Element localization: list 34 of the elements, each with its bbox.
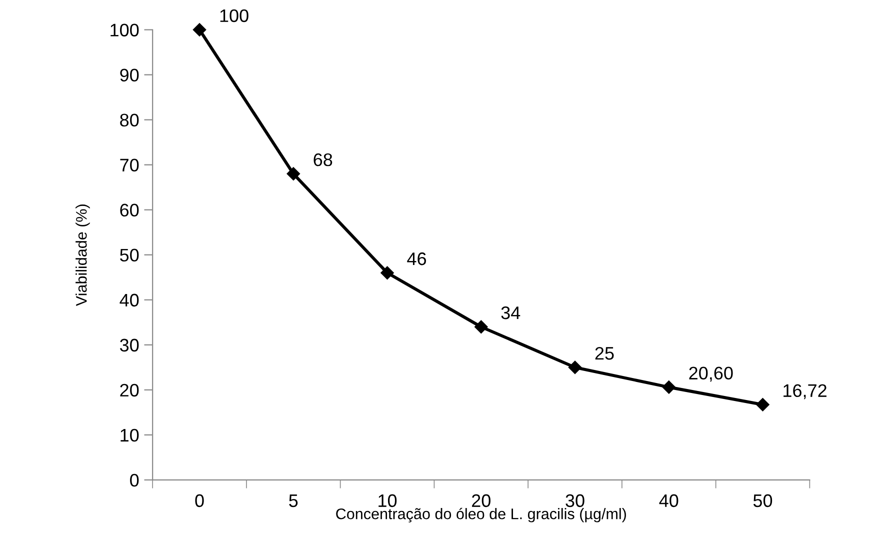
data-label: 46	[407, 252, 426, 266]
y-tick-label: 20	[120, 384, 139, 397]
data-label: 25	[595, 346, 614, 360]
y-tick-label: 70	[120, 158, 139, 172]
data-label: 34	[501, 306, 520, 320]
data-label: 16,72	[784, 384, 826, 400]
data-label: 100	[220, 9, 248, 22]
y-tick-label: 30	[120, 338, 139, 352]
point	[286, 167, 300, 180]
y-tick-label: 90	[120, 68, 139, 82]
x-tick-label: 30	[566, 494, 584, 508]
y-tick-label: 0	[130, 474, 139, 487]
y-tick-label: 80	[120, 114, 139, 127]
y-tick-label: 60	[120, 204, 139, 217]
y-tick-label: 50	[120, 248, 139, 262]
data-label: 20,60	[689, 366, 733, 382]
point	[756, 398, 770, 412]
x-tick-label: 10	[378, 494, 397, 508]
x-tick-label: 50	[753, 494, 772, 508]
y-tick-label: 100	[110, 24, 139, 36]
point	[662, 380, 676, 394]
y-tick-label: 40	[120, 294, 139, 307]
y-tick-label: 10	[120, 428, 139, 442]
data-label: 68	[314, 153, 332, 166]
point	[192, 23, 206, 36]
point	[568, 360, 582, 374]
x-tick-label: 0	[195, 494, 204, 508]
point	[474, 320, 488, 334]
x-tick-label: 20	[472, 494, 490, 508]
y-axis-title: Viabilidade (%)	[76, 204, 90, 306]
x-tick-label: 40	[659, 494, 678, 508]
x-tick-label: 5	[289, 494, 298, 508]
point	[380, 266, 394, 280]
x-axis-title: Concentração do óleo de L. gracilis (µg/ml)	[336, 508, 626, 522]
